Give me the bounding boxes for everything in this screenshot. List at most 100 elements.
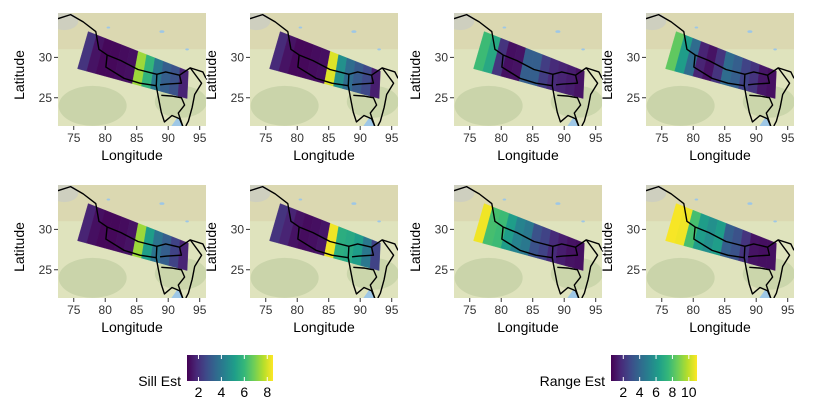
colorbar-tick-label: 8 bbox=[669, 384, 677, 400]
bay-water bbox=[171, 289, 184, 298]
border-nepal bbox=[105, 54, 158, 87]
terrain-plain bbox=[250, 257, 319, 298]
y-axis-title: Latitude bbox=[407, 50, 423, 100]
border-himalaya bbox=[298, 226, 398, 251]
border-northwest bbox=[454, 13, 504, 56]
x-tick-label: 80 bbox=[687, 131, 701, 145]
range-est-map-1: 75 80 85 90 95 30 25 Longitude Latitude bbox=[407, 13, 603, 163]
bay-water bbox=[363, 289, 376, 298]
terrain-delta bbox=[742, 85, 794, 118]
border-nepal bbox=[105, 226, 158, 259]
terrain-delta bbox=[550, 85, 602, 118]
x-tick-label: 75 bbox=[655, 131, 669, 145]
range-est-map-4: 75 80 85 90 95 30 25 Longitude Latitude bbox=[599, 185, 795, 335]
basemap bbox=[58, 185, 206, 298]
x-tick-label: 80 bbox=[495, 131, 509, 145]
y-tick-label: 25 bbox=[231, 263, 245, 277]
colorbar-tick-label: 2 bbox=[195, 384, 203, 400]
bay-water bbox=[567, 117, 580, 126]
y-tick-label: 30 bbox=[435, 50, 449, 64]
x-axis-title: Longitude bbox=[689, 319, 751, 335]
x-tick-label: 90 bbox=[750, 303, 764, 317]
border-bangladesh-east bbox=[353, 94, 378, 126]
estimate-cell bbox=[765, 67, 777, 99]
border-bhutan bbox=[747, 246, 771, 258]
y-axis-title: Latitude bbox=[11, 50, 27, 100]
sill-est-legend: Sill Est 2 4 6 8 bbox=[138, 355, 273, 400]
x-axis-title: Longitude bbox=[497, 147, 559, 163]
colorbar-tick-label: 10 bbox=[681, 384, 697, 400]
y-axis-title: Latitude bbox=[599, 50, 615, 100]
terrain-plateau bbox=[454, 185, 602, 222]
basemap bbox=[250, 185, 398, 298]
border-myanmar bbox=[773, 239, 791, 298]
lake bbox=[377, 220, 381, 223]
x-tick-label: 90 bbox=[162, 131, 176, 145]
x-axis-title: Longitude bbox=[293, 319, 355, 335]
lake bbox=[694, 198, 699, 201]
x-tick-label: 95 bbox=[781, 131, 795, 145]
lake bbox=[747, 30, 753, 33]
terrain-plateau bbox=[646, 13, 794, 50]
border-myanmar bbox=[377, 239, 395, 298]
y-tick-label: 30 bbox=[39, 50, 53, 64]
basemap bbox=[250, 13, 398, 126]
lake bbox=[502, 26, 507, 29]
terrain-mountains bbox=[250, 185, 271, 203]
border-bangladesh-east bbox=[161, 94, 186, 126]
border-himalaya bbox=[106, 226, 206, 251]
border-nepal bbox=[297, 226, 350, 259]
x-tick-label: 90 bbox=[750, 131, 764, 145]
x-tick-label: 75 bbox=[463, 303, 477, 317]
lake bbox=[106, 26, 111, 29]
range-est-map-2: 75 80 85 90 95 30 25 Longitude Latitude bbox=[599, 13, 795, 163]
colorbar bbox=[611, 355, 697, 381]
y-tick-label: 25 bbox=[435, 91, 449, 105]
border-nepal bbox=[693, 54, 746, 87]
lake bbox=[159, 202, 165, 205]
lake bbox=[694, 26, 699, 29]
lake bbox=[106, 198, 111, 201]
y-tick-label: 25 bbox=[39, 263, 53, 277]
y-tick-label: 30 bbox=[435, 222, 449, 236]
border-bhutan bbox=[159, 246, 183, 258]
border-bangladesh-east bbox=[557, 266, 582, 298]
estimate-cell bbox=[765, 239, 777, 271]
x-axis-title: Longitude bbox=[101, 319, 163, 335]
basemap bbox=[454, 185, 602, 298]
x-tick-label: 95 bbox=[385, 131, 399, 145]
estimate-cell bbox=[369, 67, 381, 99]
y-tick-label: 25 bbox=[435, 263, 449, 277]
terrain-mountains bbox=[250, 13, 271, 31]
terrain-delta bbox=[346, 257, 398, 290]
x-tick-label: 75 bbox=[259, 303, 273, 317]
lake bbox=[159, 30, 165, 33]
lake bbox=[377, 48, 381, 51]
terrain-mountains bbox=[646, 185, 667, 203]
border-bhutan bbox=[351, 74, 375, 86]
x-tick-label: 85 bbox=[718, 131, 732, 145]
border-myanmar bbox=[773, 67, 791, 126]
x-tick-label: 85 bbox=[322, 131, 336, 145]
x-tick-label: 85 bbox=[526, 303, 540, 317]
x-tick-label: 90 bbox=[354, 131, 368, 145]
y-tick-label: 30 bbox=[627, 50, 641, 64]
terrain-delta bbox=[742, 257, 794, 290]
border-northwest bbox=[250, 13, 300, 56]
border-bangladesh-east bbox=[557, 94, 582, 126]
x-tick-label: 85 bbox=[130, 303, 144, 317]
border-bhutan bbox=[555, 74, 579, 86]
bay-water bbox=[363, 117, 376, 126]
x-tick-label: 85 bbox=[718, 303, 732, 317]
y-axis-title: Latitude bbox=[11, 222, 27, 272]
terrain-plain bbox=[454, 85, 523, 126]
border-nepal bbox=[501, 226, 554, 259]
x-tick-label: 80 bbox=[99, 303, 113, 317]
colorbar-tick-label: 6 bbox=[240, 384, 248, 400]
range-est-legend: Range Est 2 4 6 8 10 bbox=[540, 355, 697, 400]
x-tick-label: 75 bbox=[67, 303, 81, 317]
x-axis-title: Longitude bbox=[689, 147, 751, 163]
x-tick-label: 90 bbox=[162, 303, 176, 317]
border-himalaya bbox=[298, 54, 398, 79]
